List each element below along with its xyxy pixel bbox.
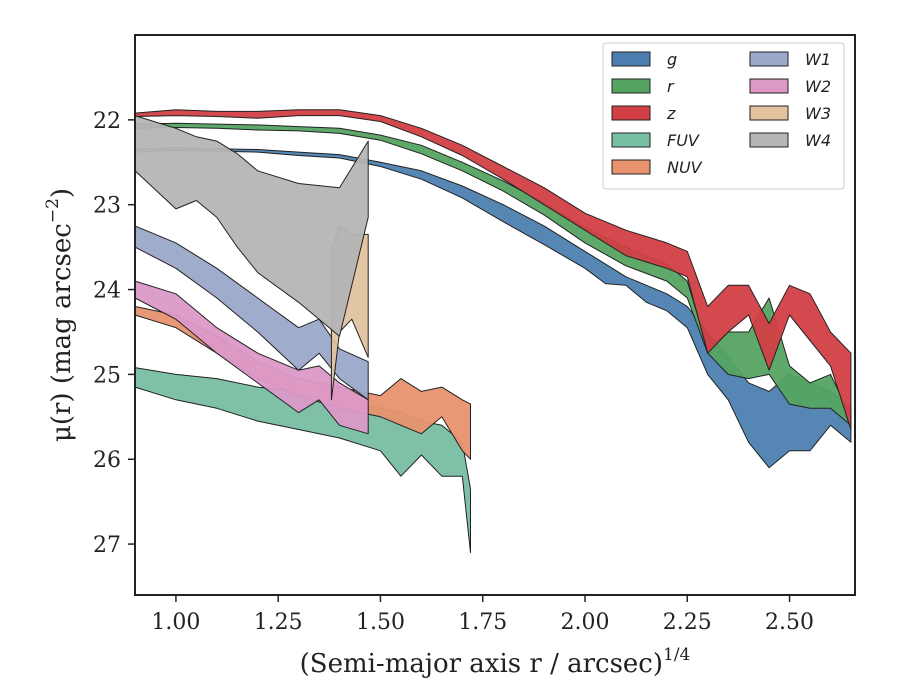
y-tick-label: 24: [93, 279, 121, 304]
x-axis-label: (Semi-major axis r / arcsec)1/4: [300, 645, 691, 679]
legend-label-w4: W4: [805, 131, 831, 150]
legend-swatch-w3: [749, 105, 789, 121]
x-tick-label: 2.25: [663, 610, 712, 635]
tick-layer: 1.00 1.25 1.50 1.75 2.00 2.25 2.50 22 23 24 25 26 27: [93, 109, 814, 635]
x-tick-label: 1.75: [458, 610, 507, 635]
legend-swatch-w2: [749, 78, 789, 94]
band-z: [134, 109, 852, 430]
x-axis-label-main: (Semi-major axis r / arcsec): [300, 649, 663, 679]
legend: grz FUV NUV W1 W2 W3 W4: [602, 42, 845, 190]
y-axis-label-main: μ(r) (mag arcsec: [47, 223, 77, 442]
y-axis-label-close: ): [47, 188, 77, 198]
band-w4: [134, 115, 369, 337]
y-tick-label: 23: [93, 194, 121, 219]
legend-label-fuv: FUV: [667, 131, 700, 150]
y-tick-label: 22: [93, 109, 121, 134]
legend-label-nuv: NUV: [667, 158, 703, 177]
legend-swatch-g: [611, 51, 651, 67]
band-g: [134, 147, 852, 469]
legend-label-g: g: [667, 50, 677, 69]
legend-swatch-w1: [749, 51, 789, 67]
band-layer: [134, 109, 852, 554]
y-tick-label: 27: [93, 533, 121, 558]
y-axis-label-superscript: −2: [43, 198, 63, 223]
x-axis-label-superscript: 1/4: [663, 645, 690, 665]
legend-swatch-w4: [749, 132, 789, 148]
legend-label-r: r: [667, 77, 675, 96]
legend-label-w3: W3: [805, 104, 831, 123]
legend-swatch-nuv: [611, 159, 651, 175]
legend-label-w1: W1: [805, 50, 831, 69]
legend-swatch-z: [611, 105, 651, 121]
x-tick-label: 1.50: [356, 610, 405, 635]
x-tick-label: 2.00: [561, 610, 610, 635]
y-tick-label: 25: [93, 363, 121, 388]
x-tick-label: 2.50: [765, 610, 814, 635]
legend-label-w2: W2: [805, 77, 831, 96]
x-tick-label: 1.25: [254, 610, 303, 635]
x-tick-label: 1.00: [151, 610, 200, 635]
legend-swatch-r: [611, 78, 651, 94]
band-w2: [134, 280, 369, 435]
plot-frame: [134, 34, 856, 596]
y-axis-label: μ(r) (mag arcsec−2): [43, 188, 77, 442]
legend-swatch-fuv: [611, 132, 651, 148]
y-tick-label: 26: [93, 448, 121, 473]
legend-label-z: z: [666, 104, 676, 123]
